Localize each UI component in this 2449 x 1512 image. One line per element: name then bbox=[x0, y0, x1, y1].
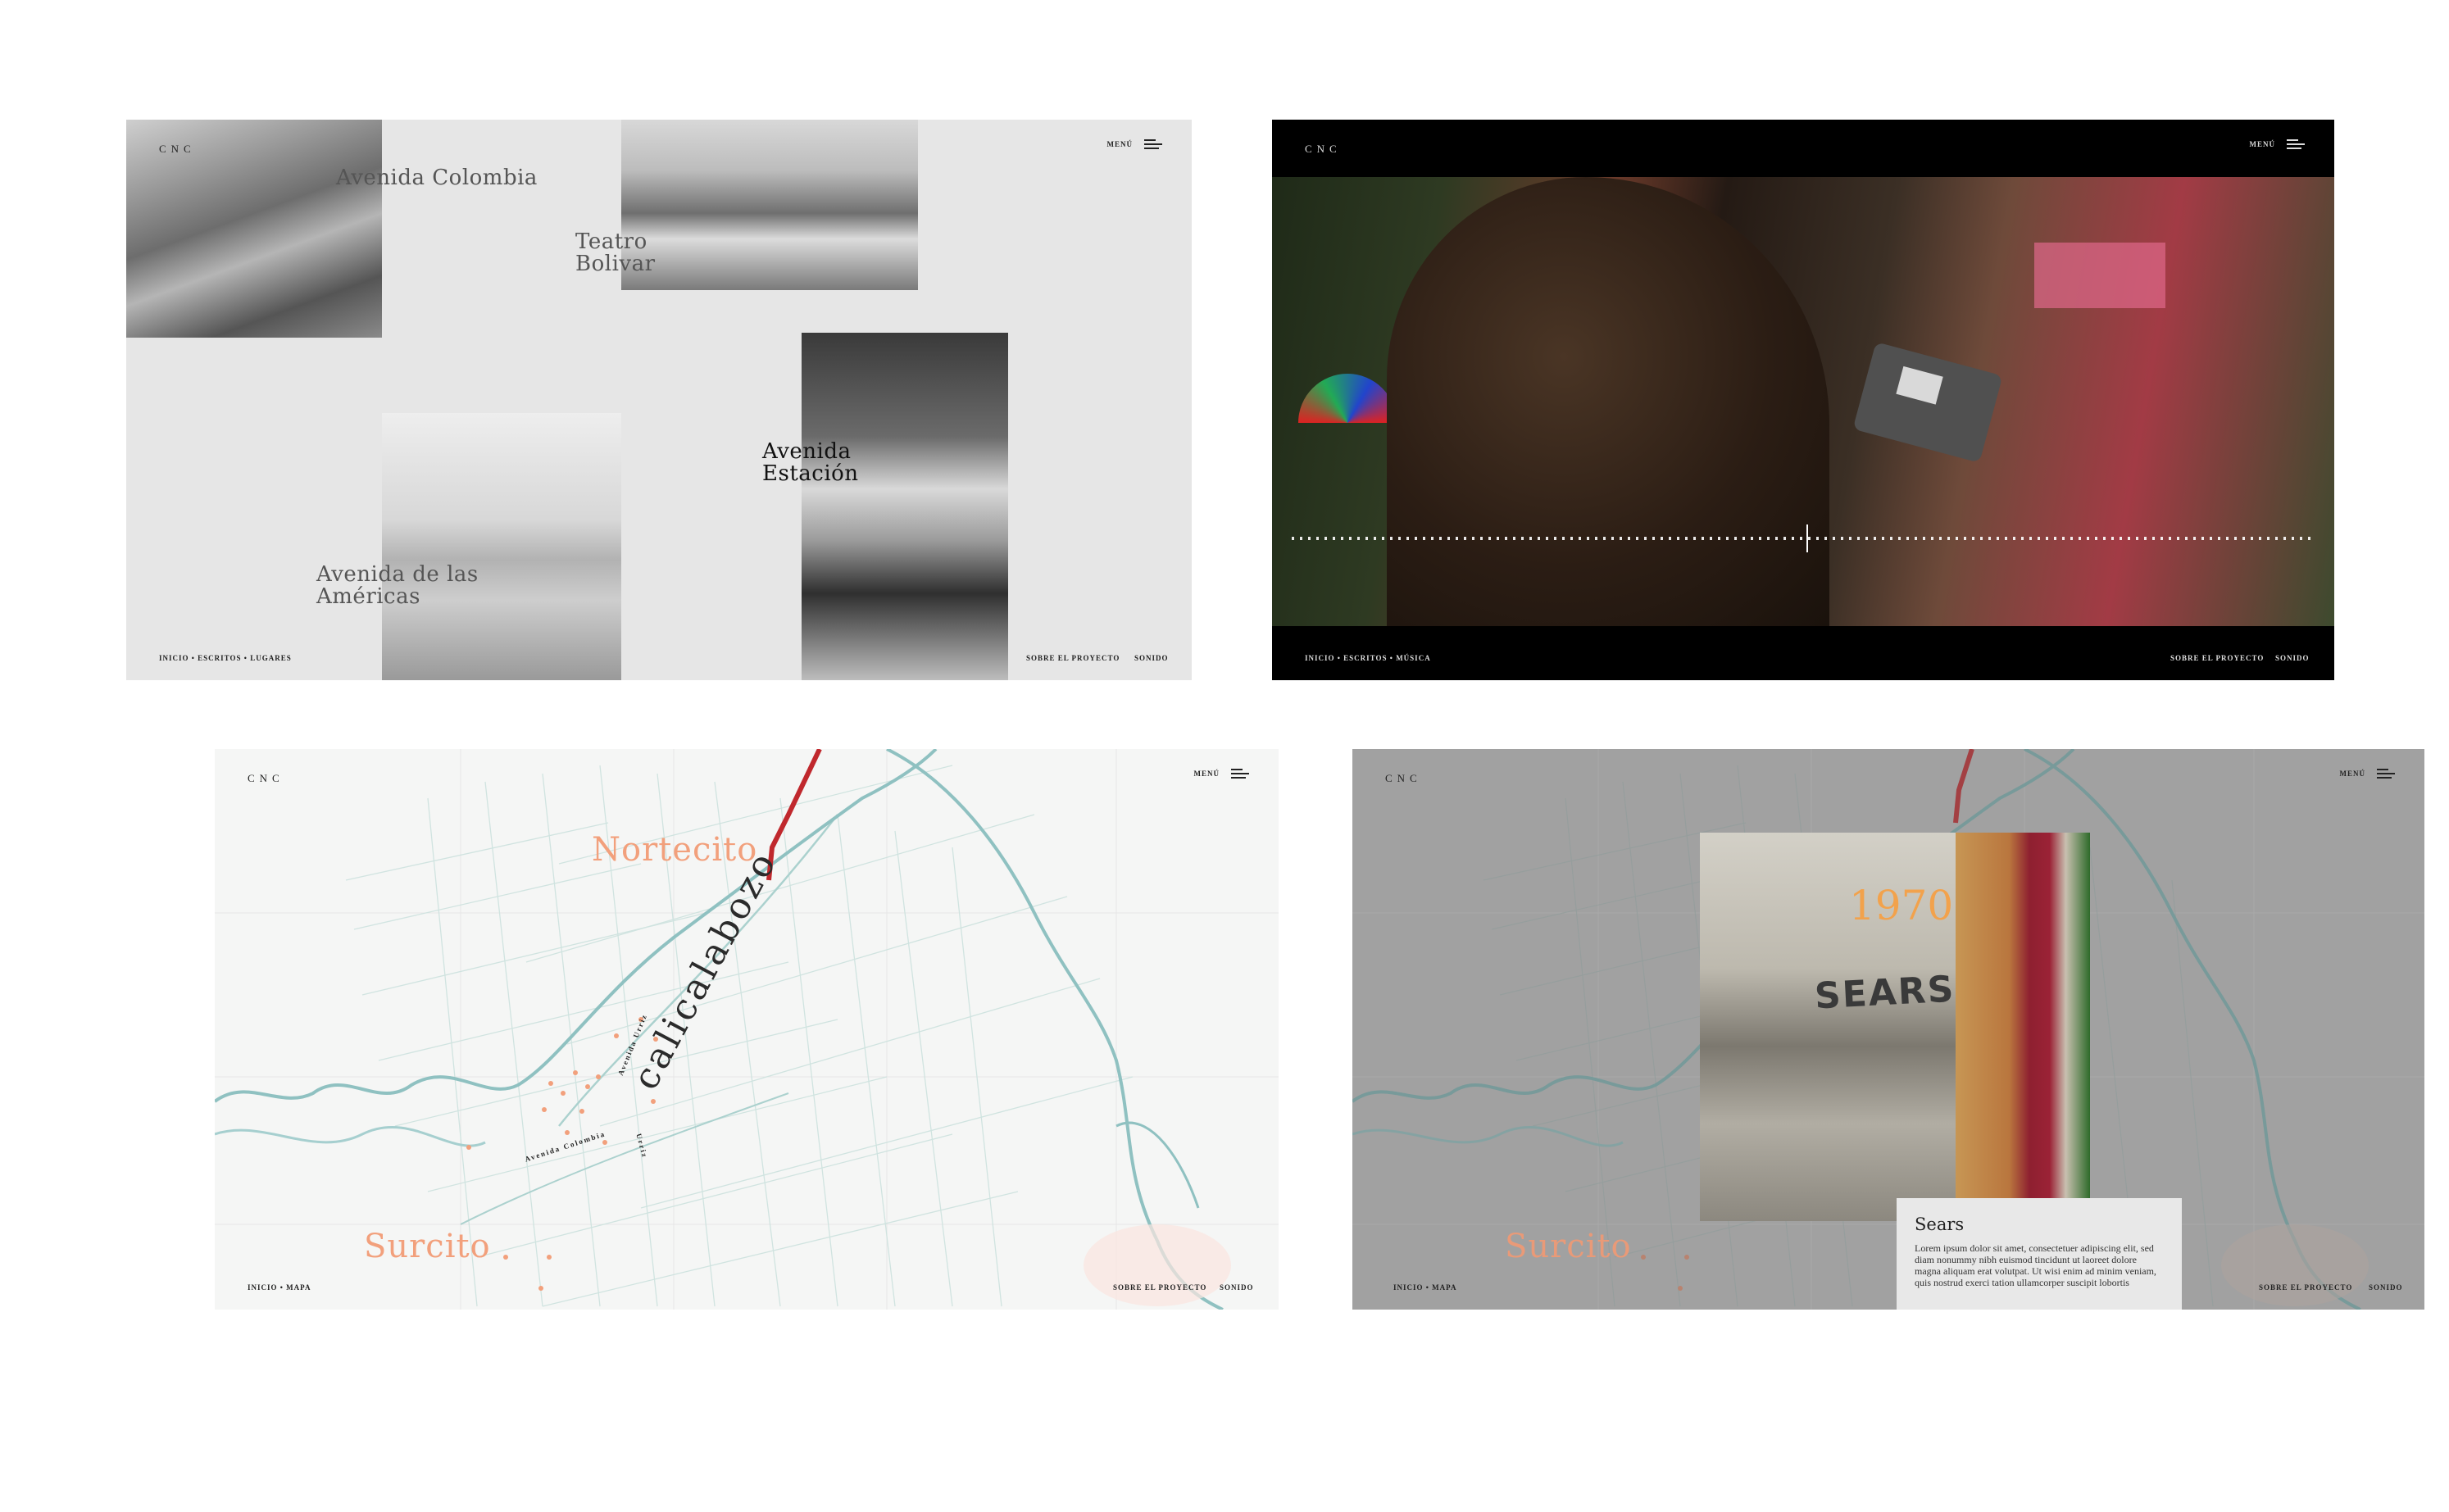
hamburger-icon bbox=[1144, 139, 1162, 149]
map-label-surcito[interactable]: Surcito bbox=[1505, 1228, 1632, 1265]
map-marker bbox=[573, 1070, 578, 1075]
breadcrumb-musica[interactable]: MÚSICA bbox=[1396, 654, 1431, 662]
playhead-handle[interactable] bbox=[1806, 524, 1808, 552]
breadcrumb: INICIO • ESCRITOS • LUGARES bbox=[159, 654, 292, 662]
hamburger-icon bbox=[2287, 139, 2305, 149]
logo[interactable]: CNC bbox=[1385, 772, 1422, 784]
sound-toggle[interactable]: SONIDO bbox=[2275, 654, 2310, 662]
map-marker bbox=[1678, 1286, 1683, 1291]
breadcrumb-inicio[interactable]: INICIO bbox=[1393, 1283, 1424, 1292]
breadcrumb: INICIO • MAPA bbox=[248, 1283, 311, 1292]
screen-lugares: CNC MENÚ Avenida Colombia Teatro Bolivar… bbox=[126, 120, 1192, 680]
menu-label: MENÚ bbox=[1106, 140, 1133, 148]
photo-sears-today bbox=[1956, 833, 2090, 1221]
breadcrumb-mapa[interactable]: MAPA bbox=[286, 1283, 311, 1292]
sears-sign: SEARS bbox=[1813, 968, 1956, 1018]
about-link[interactable]: SOBRE EL PROYECTO bbox=[1113, 1283, 1207, 1292]
about-link[interactable]: SOBRE EL PROYECTO bbox=[2259, 1283, 2353, 1292]
photo-teatro-bolivar[interactable] bbox=[621, 120, 918, 290]
menu-button[interactable]: MENÚ bbox=[2339, 769, 2395, 779]
map-marker bbox=[596, 1074, 601, 1079]
map-marker bbox=[561, 1091, 566, 1096]
breadcrumb-escritos[interactable]: ESCRITOS bbox=[198, 654, 242, 662]
sound-toggle[interactable]: SONIDO bbox=[1134, 654, 1169, 662]
map-marker bbox=[503, 1255, 508, 1260]
hamburger-icon bbox=[2377, 769, 2395, 779]
photo-avenida-estacion[interactable] bbox=[802, 333, 1008, 680]
map-marker bbox=[547, 1255, 552, 1260]
map-marker bbox=[1684, 1255, 1689, 1260]
place-info-title: Sears bbox=[1915, 1215, 1965, 1234]
about-link[interactable]: SOBRE EL PROYECTO bbox=[1026, 654, 1120, 662]
video-player[interactable] bbox=[1272, 177, 2334, 626]
city-map[interactable] bbox=[1352, 749, 2424, 1310]
year-label: 1970 bbox=[1849, 882, 1954, 929]
map-marker bbox=[466, 1145, 471, 1150]
video-scene-person bbox=[1387, 177, 1829, 626]
logo[interactable]: CNC bbox=[1305, 143, 1342, 155]
map-marker bbox=[585, 1084, 590, 1089]
map-marker bbox=[579, 1109, 584, 1114]
map-marker bbox=[614, 1033, 619, 1038]
hamburger-icon bbox=[1231, 769, 1249, 779]
logo[interactable]: CNC bbox=[248, 772, 284, 784]
screen-musica: CNC MENÚ INICIO • ESCRITOS • MÚSICA SOBR… bbox=[1272, 120, 2334, 680]
map-marker bbox=[653, 1037, 658, 1042]
city-map[interactable] bbox=[215, 749, 1279, 1310]
map-marker bbox=[1641, 1255, 1646, 1260]
breadcrumb-lugares[interactable]: LUGARES bbox=[250, 654, 292, 662]
breadcrumb-escritos[interactable]: ESCRITOS bbox=[1343, 654, 1388, 662]
place-label-avenida-colombia[interactable]: Avenida Colombia bbox=[336, 166, 538, 190]
menu-button[interactable]: MENÚ bbox=[2249, 139, 2305, 149]
place-label-teatro-bolivar[interactable]: Teatro Bolivar bbox=[575, 229, 656, 276]
breadcrumb: INICIO • ESCRITOS • MÚSICA bbox=[1305, 654, 1431, 662]
sound-toggle[interactable]: SONIDO bbox=[1220, 1283, 1254, 1292]
video-scene-umbrella bbox=[1298, 374, 1397, 423]
route-line[interactable] bbox=[766, 749, 822, 881]
video-scene-radio bbox=[1852, 342, 2003, 463]
logo[interactable]: CNC bbox=[159, 143, 196, 155]
breadcrumb-inicio[interactable]: INICIO bbox=[248, 1283, 278, 1292]
map-markers bbox=[466, 1017, 658, 1291]
map-marker bbox=[538, 1286, 543, 1291]
map-marker bbox=[638, 1017, 643, 1022]
map-label-nortecito[interactable]: Nortecito bbox=[592, 831, 758, 869]
route-line[interactable] bbox=[1953, 749, 1974, 824]
photo-avenida-americas[interactable] bbox=[382, 413, 621, 680]
place-label-avenida-estacion[interactable]: Avenida Estación bbox=[762, 439, 859, 486]
breadcrumb-inicio[interactable]: INICIO bbox=[1305, 654, 1335, 662]
menu-button[interactable]: MENÚ bbox=[1106, 139, 1162, 149]
about-link[interactable]: SOBRE EL PROYECTO bbox=[2170, 654, 2265, 662]
map-markers bbox=[1641, 1255, 1689, 1291]
place-info-card: Sears Lorem ipsum dolor sit amet, consec… bbox=[1897, 1198, 2182, 1310]
screen-mapa-detalle: Surcito ca SEARS 1970 Sears Lorem ipsum … bbox=[1352, 749, 2424, 1310]
map-label-surcito[interactable]: Surcito bbox=[364, 1228, 491, 1265]
screen-mapa: Nortecito Surcito calicalabozo Avenida C… bbox=[215, 749, 1279, 1310]
video-scene-sign bbox=[2034, 243, 2165, 308]
map-marker bbox=[565, 1130, 570, 1135]
breadcrumb: INICIO • MAPA bbox=[1393, 1283, 1457, 1292]
map-marker bbox=[651, 1099, 656, 1104]
menu-label: MENÚ bbox=[1193, 770, 1220, 778]
map-marker bbox=[548, 1081, 553, 1086]
menu-button[interactable]: MENÚ bbox=[1193, 769, 1249, 779]
map-marker bbox=[542, 1107, 547, 1112]
place-detail-image[interactable]: SEARS 1970 bbox=[1700, 833, 2090, 1221]
photo-avenida-colombia[interactable] bbox=[126, 120, 382, 338]
audio-waveform-scrubber[interactable] bbox=[1292, 537, 2315, 540]
sound-toggle[interactable]: SONIDO bbox=[2369, 1283, 2403, 1292]
place-label-avenida-americas[interactable]: Avenida de las Américas bbox=[316, 562, 479, 609]
photo-sears-1970 bbox=[1700, 833, 1956, 1221]
menu-label: MENÚ bbox=[2249, 140, 2275, 148]
place-info-body: Lorem ipsum dolor sit amet, consectetuer… bbox=[1915, 1242, 2156, 1288]
breadcrumb-mapa[interactable]: MAPA bbox=[1432, 1283, 1457, 1292]
breadcrumb-inicio[interactable]: INICIO bbox=[159, 654, 189, 662]
menu-label: MENÚ bbox=[2339, 770, 2365, 778]
map-marker bbox=[602, 1140, 607, 1145]
